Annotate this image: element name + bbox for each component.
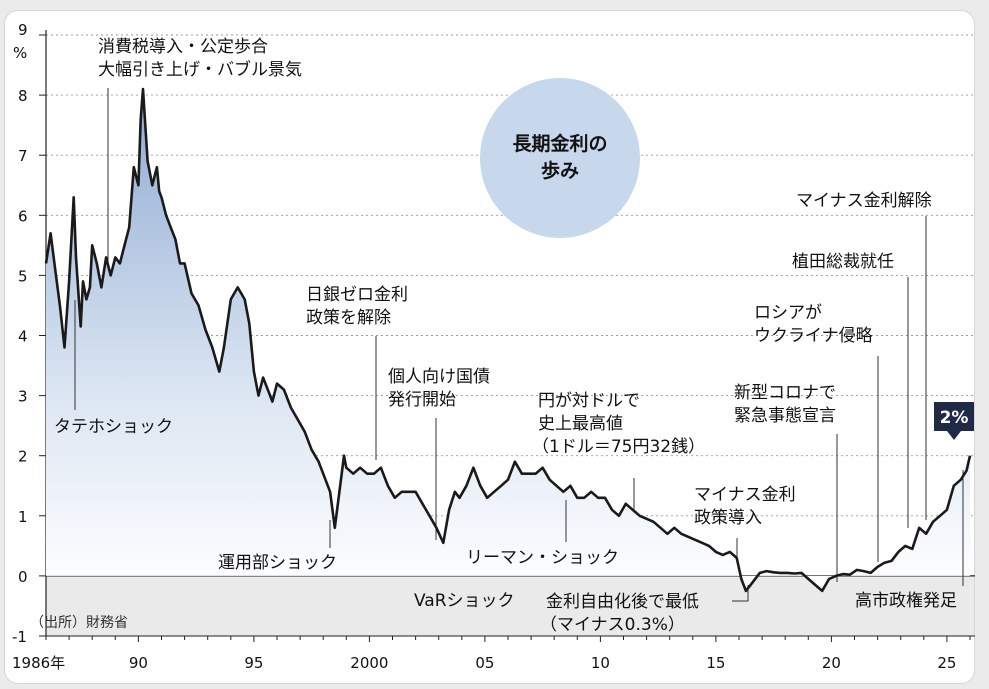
x-tick-label: 1986年 <box>12 654 65 672</box>
x-tick-label: 95 <box>244 654 263 672</box>
annotation-text: タテホショック <box>54 417 173 437</box>
badge-value: 2% <box>940 408 969 428</box>
y-tick-label: 0 <box>18 568 28 586</box>
badge-box <box>934 402 974 431</box>
annotation-text: 消費税導入・公定歩合 <box>98 37 268 57</box>
annotation-text: （マイナス0.3%） <box>540 615 685 635</box>
annotation-text: リーマン・ショック <box>466 548 619 568</box>
rate-area-fill <box>46 89 970 591</box>
annotation-text: 日銀ゼロ金利 <box>306 285 408 305</box>
badge-pointer <box>947 431 961 440</box>
annotation-minus_end: マイナス金利解除 <box>796 191 932 211</box>
x-tick-labels: 1986年 90 95 2000 05 10 15 20 25 <box>12 635 975 672</box>
y-tick-label: 9 <box>18 21 28 39</box>
y-tick-label: 8 <box>18 87 28 105</box>
title-line-1: 長期金利の <box>512 132 607 155</box>
annotation-ueda: 植田総裁就任 <box>792 252 894 272</box>
annotation-text: ウクライナ侵略 <box>754 326 873 346</box>
annotation-text: 新型コロナで <box>734 383 836 403</box>
annotation-var: VaRショック <box>414 591 515 611</box>
annotation-text: 大幅引き上げ・バブル景気 <box>98 59 302 80</box>
y-unit-label: % <box>13 44 27 62</box>
annotation-text: 発行開始 <box>388 390 456 410</box>
annotation-text: 政策導入 <box>694 508 762 528</box>
y-tick-label: 3 <box>18 388 28 406</box>
title-line-2: 歩み <box>541 159 579 182</box>
annotation-text: 金利自由化後で最低 <box>546 592 699 612</box>
x-tick-label: 15 <box>706 654 725 672</box>
x-tick-label: 90 <box>129 654 148 672</box>
current-value-badge: 2% <box>934 402 974 440</box>
y-tick-label: 6 <box>18 207 28 225</box>
annotation-text: （1ドル＝75円32銭） <box>532 437 705 457</box>
annotation-text: 史上最高値 <box>538 414 623 434</box>
x-tick-label: 10 <box>591 654 610 672</box>
annotation-text: 円が対ドルで <box>538 391 640 411</box>
y-tick-label: -1 <box>12 628 27 646</box>
annotation-text: 運用部ショック <box>218 553 337 573</box>
x-tick-label: 20 <box>822 654 841 672</box>
x-tick-label: 25 <box>937 654 956 672</box>
x-tick-label: 2000 <box>350 654 388 672</box>
annotation-minus_low: 金利自由化後で最低 （マイナス0.3%） <box>540 592 699 635</box>
annotation-tateho: タテホショック <box>54 417 173 437</box>
annotation-unyobu: 運用部ショック <box>218 553 337 573</box>
title-circle <box>480 78 640 238</box>
y-tick-label: 5 <box>18 267 28 285</box>
x-tick-label: 05 <box>475 654 494 672</box>
leader-line-minus_low <box>732 585 749 602</box>
annotation-text: ロシアが <box>754 303 822 323</box>
annotation-text: 高市政権発足 <box>855 591 957 611</box>
source-note: （出所）財務省 <box>30 615 128 631</box>
annotation-text: VaRショック <box>414 591 515 611</box>
y-tick-label: 2 <box>18 448 28 466</box>
annotation-text: マイナス金利解除 <box>796 191 932 211</box>
y-tick-label: 1 <box>18 508 28 526</box>
annotation-text: 緊急事態宣言 <box>734 406 836 426</box>
rate-line-series <box>44 87 972 593</box>
annotation-text: マイナス金利 <box>694 485 796 505</box>
y-tick-labels: -1 0 1 2 3 4 5 6 7 8 9 <box>12 21 28 646</box>
annotation-leader-lines <box>74 88 964 602</box>
annotation-text: 植田総裁就任 <box>792 252 894 272</box>
annotation-lehman: リーマン・ショック <box>466 548 619 568</box>
annotation-text: 個人向け国債 <box>388 367 490 387</box>
chart-title: 長期金利の 歩み <box>480 78 640 238</box>
y-tick-label: 7 <box>18 147 28 165</box>
annotation-takaichi: 高市政権発足 <box>855 591 957 611</box>
y-tick-label: 4 <box>18 328 28 346</box>
annotation-text: 政策を解除 <box>306 308 391 328</box>
